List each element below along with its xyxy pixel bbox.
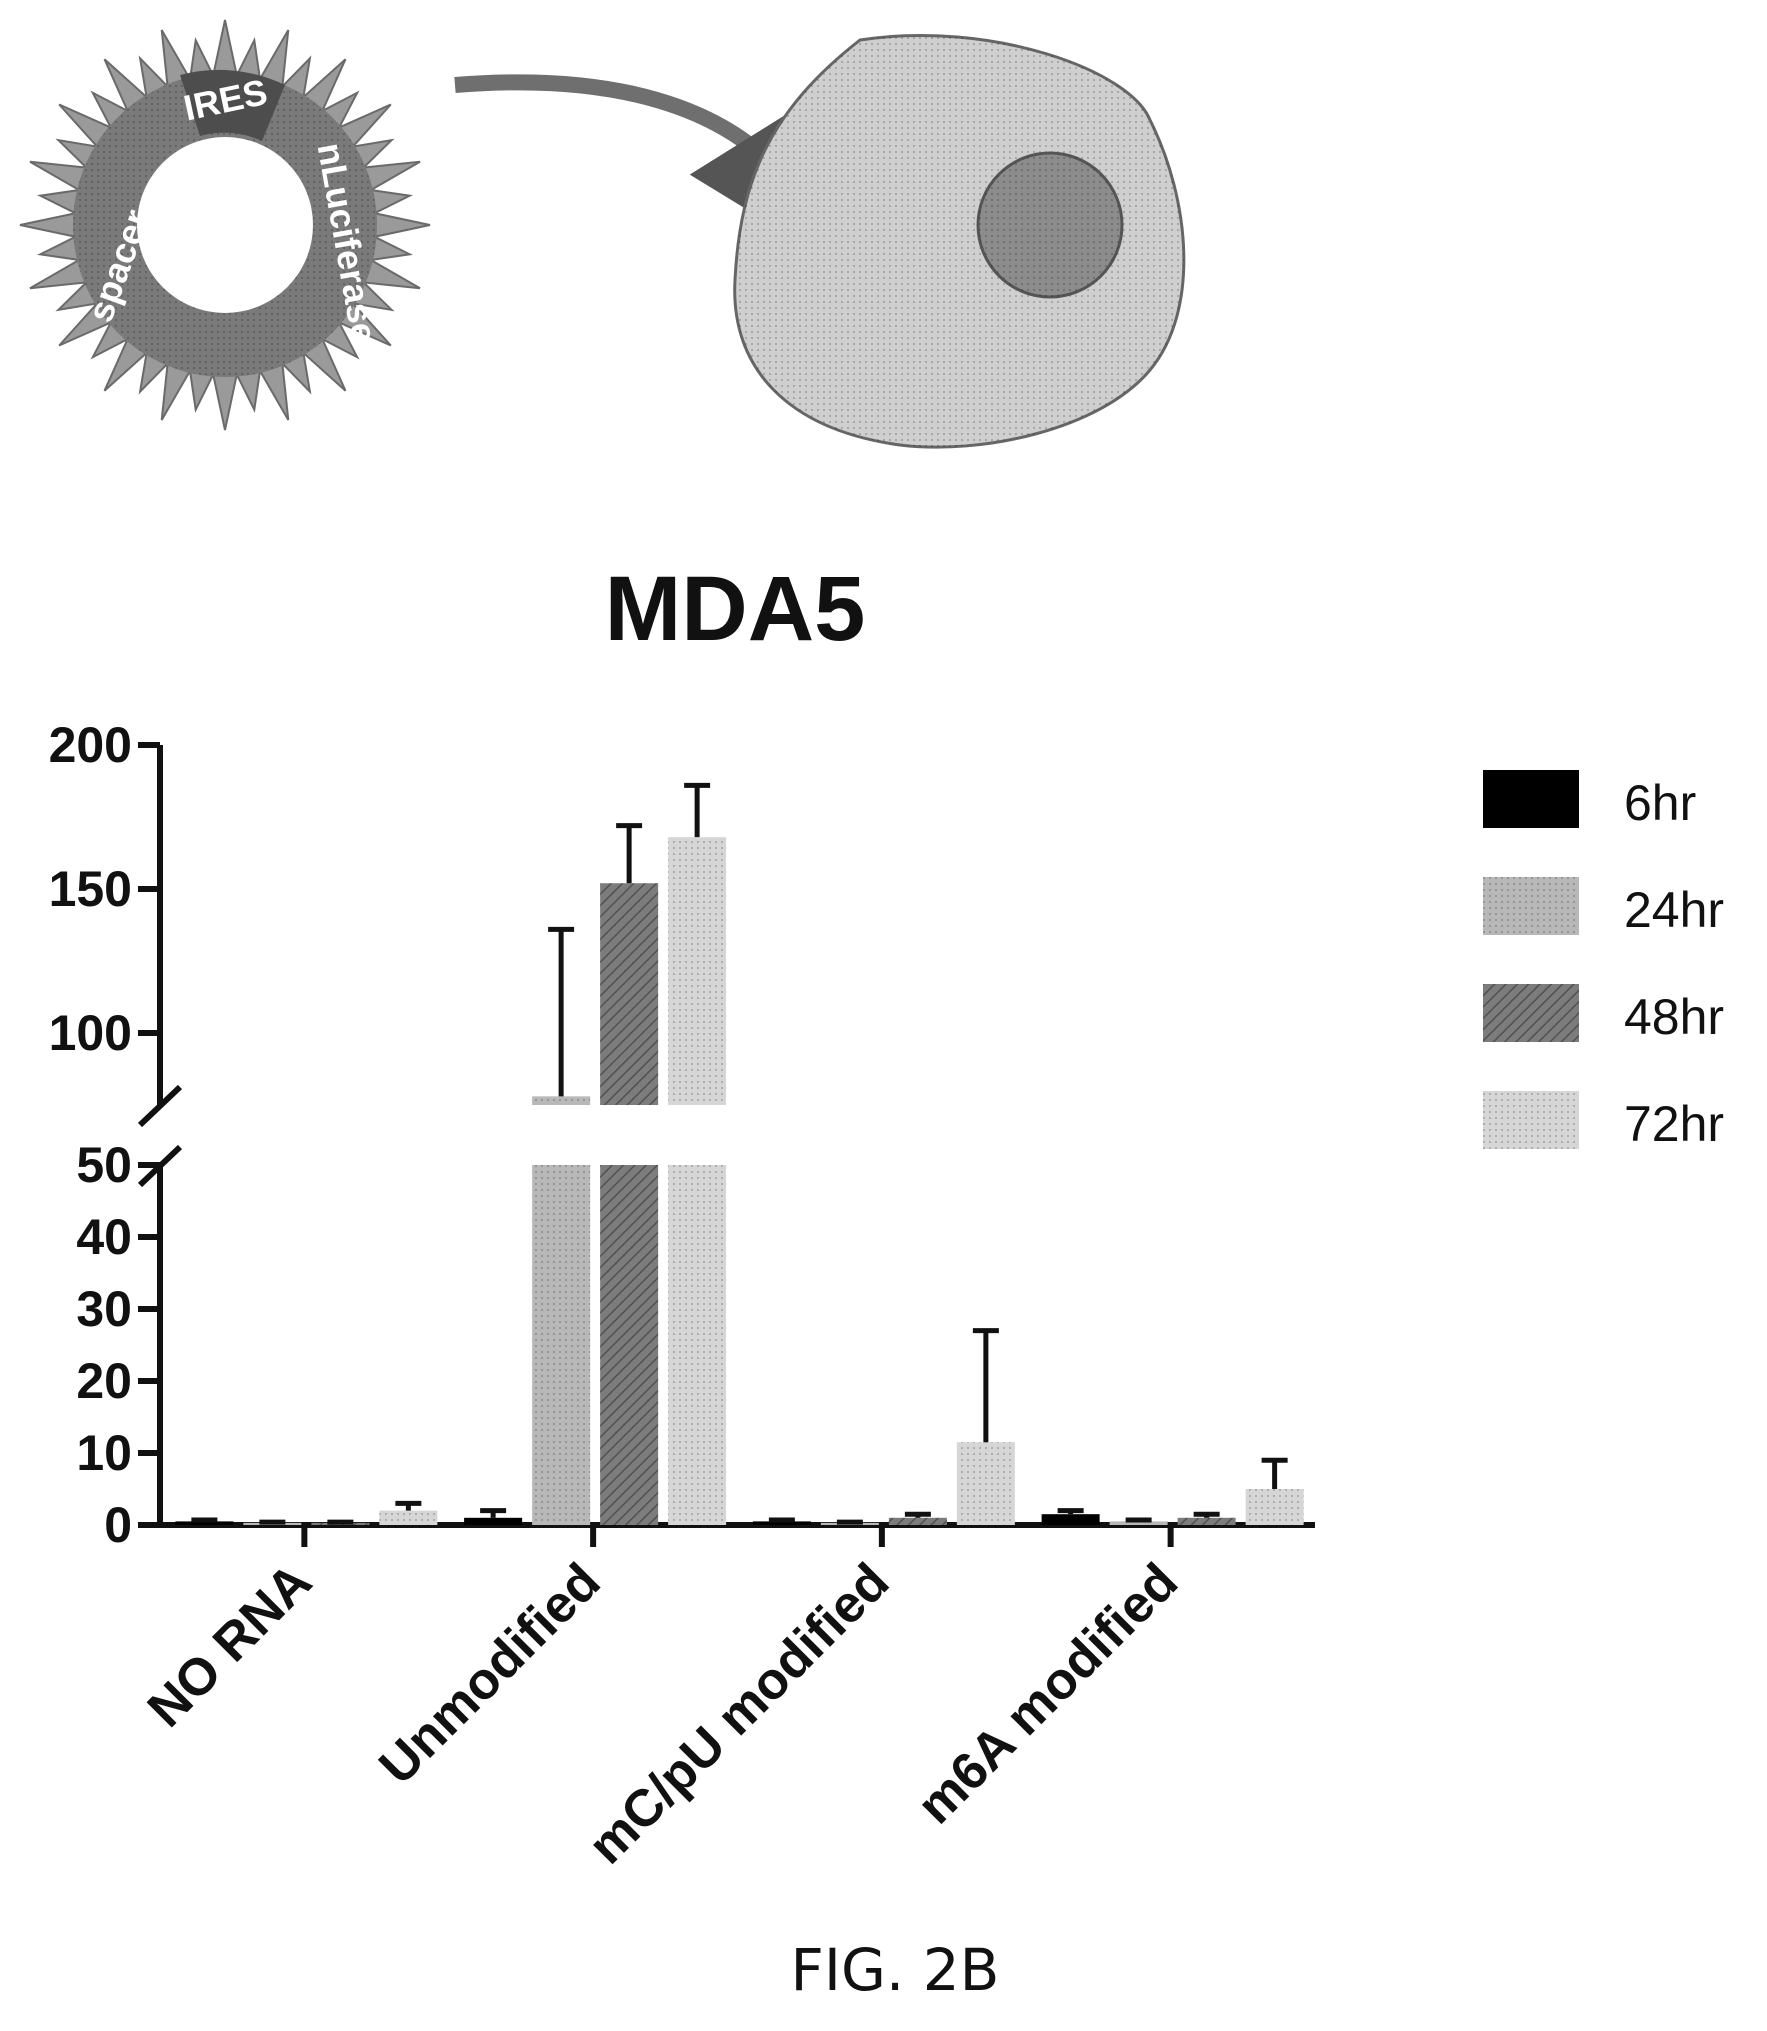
bar-texture	[600, 1165, 659, 1525]
bar-texture	[532, 1165, 591, 1525]
category-label: NO RNA	[137, 1552, 323, 1738]
cell-texture	[734, 35, 1184, 448]
bar-texture	[1177, 1517, 1236, 1525]
error-bars	[191, 782, 1288, 1525]
y-tick-label: 10	[76, 1425, 132, 1481]
category-label: mC/pU modified	[577, 1552, 900, 1875]
figure-caption: FIG. 2B	[791, 1936, 1000, 2004]
transfection-arrow	[454, 74, 843, 268]
legend: 6hr 24hr 48hr 72hr	[1483, 770, 1724, 1152]
nucleus-texture	[978, 153, 1122, 297]
legend-label: 6hr	[1624, 775, 1696, 831]
bar-texture	[464, 1517, 523, 1525]
bar-upper-texture	[668, 837, 727, 1105]
bar-upper-texture	[532, 1096, 591, 1105]
y-tick-label: 30	[76, 1281, 132, 1337]
bar-texture	[1109, 1521, 1168, 1525]
chart-title: MDA5	[605, 558, 866, 660]
cell	[733, 33, 1186, 449]
category-label: m6A modified	[906, 1552, 1189, 1835]
plasmid: IRES nLuciferase spacer	[19, 19, 431, 431]
bars	[175, 837, 1304, 1525]
bar-texture	[888, 1517, 947, 1525]
category-label: Unmodified	[368, 1552, 611, 1795]
legend-swatch-texture	[1483, 984, 1579, 1042]
y-tick-label: 40	[76, 1209, 132, 1265]
bar-texture	[1041, 1514, 1100, 1525]
schematic: IRES nLuciferase spacer	[19, 19, 1186, 449]
y-tick-label: 200	[49, 717, 132, 773]
y-tick-label: 0	[104, 1497, 132, 1553]
y-axis: 0 10 20 30 40 50 100 150 200	[49, 717, 183, 1553]
bar-texture	[752, 1521, 811, 1525]
bar-texture	[379, 1510, 438, 1525]
plasmid-hole	[137, 137, 313, 313]
y-tick-label: 100	[49, 1005, 132, 1061]
legend-swatch-texture	[1483, 770, 1579, 828]
ires-segment	[180, 69, 285, 141]
y-tick-label: 20	[76, 1353, 132, 1409]
bar-texture	[668, 1165, 727, 1525]
bar-texture	[956, 1442, 1015, 1525]
x-axis	[157, 1522, 1315, 1547]
legend-swatch-texture	[1483, 1091, 1579, 1149]
legend-label: 24hr	[1624, 882, 1724, 938]
legend-label: 72hr	[1624, 1096, 1724, 1152]
bar-texture	[175, 1521, 234, 1525]
legend-label: 48hr	[1624, 989, 1724, 1045]
y-tick-label: 50	[76, 1137, 132, 1193]
legend-swatch-texture	[1483, 877, 1579, 935]
bar-chart: 0 10 20 30 40 50 100 150 200 NO RNA UnmodifiedmC/…	[49, 717, 1315, 1875]
axis-break-mark-upper	[137, 1084, 183, 1128]
y-tick-label: 150	[49, 861, 132, 917]
bar-upper-texture	[600, 883, 659, 1105]
bar-texture	[1245, 1489, 1304, 1525]
